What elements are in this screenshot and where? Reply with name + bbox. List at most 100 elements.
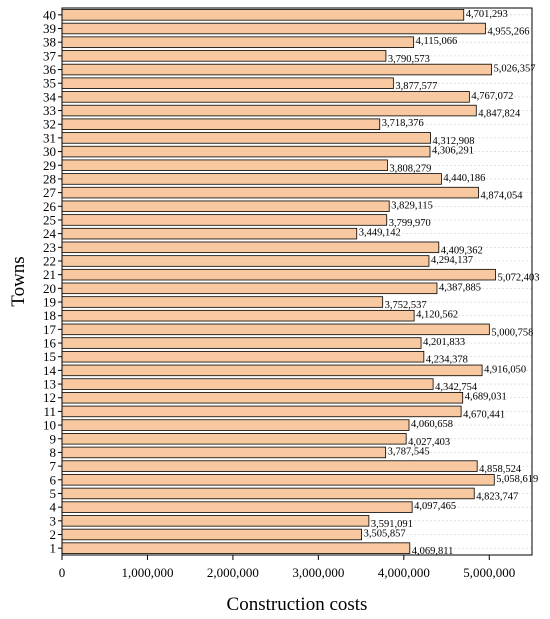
y-tick-label: 36 (43, 62, 57, 77)
bar-town-6 (61, 474, 495, 486)
y-tick-label: 5 (50, 486, 57, 501)
x-tick-label: 3,000,000 (292, 565, 344, 580)
bar-town-18 (61, 309, 415, 322)
y-tick-label: 9 (50, 431, 57, 446)
bar-town-37 (61, 50, 387, 62)
bar-town-25 (61, 214, 388, 226)
bar-town-15 (61, 350, 425, 363)
bar-town-36 (61, 63, 492, 76)
data-label-town-24: 3,449,142 (359, 228, 401, 239)
y-tick-label: 4 (50, 500, 57, 515)
data-label-town-16: 4,201,833 (423, 337, 465, 348)
y-tick-label: 7 (50, 459, 57, 474)
data-label-town-12: 4,689,031 (465, 392, 507, 403)
y-tick-label: 1 (50, 541, 57, 556)
y-tick-label: 6 (50, 472, 57, 487)
bar-town-11 (61, 405, 462, 418)
bar-town-32 (61, 118, 381, 130)
data-label-town-21: 5,072,403 (497, 273, 539, 284)
y-tick-label: 40 (43, 7, 56, 22)
bar-town-24 (61, 227, 358, 240)
y-tick-label: 39 (43, 21, 56, 36)
data-label-town-6: 5,058,619 (496, 474, 538, 485)
data-label-town-8: 3,787,545 (388, 446, 430, 457)
y-tick-label: 16 (43, 336, 57, 351)
y-tick-label: 21 (43, 267, 56, 282)
data-label-town-22: 4,294,137 (431, 255, 473, 266)
bar-town-30 (61, 145, 431, 158)
data-label-town-35: 3,877,577 (395, 81, 437, 92)
y-tick-label: 14 (43, 363, 57, 378)
y-tick-label: 27 (43, 185, 57, 200)
data-label-town-40: 4,701,293 (466, 9, 508, 20)
y-tick-label: 32 (43, 117, 56, 132)
y-tick-label: 29 (43, 158, 56, 173)
y-tick-label: 12 (43, 390, 56, 405)
bar-town-35 (61, 77, 394, 89)
y-tick-label: 2 (50, 527, 57, 542)
y-tick-label: 8 (50, 445, 57, 460)
x-tick-label: 0 (59, 565, 66, 580)
y-axis-ticks: 1234567891011121314151617181920212223242… (43, 7, 62, 556)
y-tick-label: 19 (43, 295, 56, 310)
data-label-town-14: 4,916,050 (484, 364, 526, 375)
data-label-town-23: 4,409,362 (441, 245, 483, 256)
bar-town-26 (61, 200, 390, 213)
bar-town-21 (61, 268, 496, 281)
y-tick-label: 22 (43, 253, 56, 268)
bar-town-33 (61, 104, 477, 117)
bar-town-2 (61, 528, 362, 541)
y-tick-label: 10 (43, 418, 56, 433)
data-label-town-33: 4,847,824 (478, 109, 521, 120)
bar-town-27 (61, 186, 479, 199)
y-tick-label: 28 (43, 171, 56, 186)
bar-town-28 (61, 173, 442, 185)
y-tick-label: 25 (43, 212, 56, 227)
data-label-town-39: 4,955,266 (487, 27, 529, 38)
bar-town-3 (61, 515, 370, 527)
data-label-town-18: 4,120,562 (416, 310, 458, 321)
bar-town-13 (61, 378, 434, 390)
data-label-town-25: 3,799,970 (389, 218, 431, 229)
data-label-town-3: 3,591,091 (371, 519, 413, 530)
x-tick-label: 4,000,000 (378, 565, 430, 580)
data-label-town-1: 4,069,811 (412, 546, 454, 557)
bar-town-10 (61, 419, 410, 431)
bar-town-31 (61, 132, 431, 144)
data-label-town-29: 3,808,279 (389, 163, 431, 174)
bar-town-23 (61, 241, 440, 254)
bar-town-40 (61, 9, 465, 21)
data-label-town-30: 4,306,291 (432, 146, 474, 157)
bar-town-9 (61, 433, 407, 445)
bar-town-1 (61, 542, 411, 554)
x-axis-title: Construction costs (227, 594, 368, 615)
y-tick-label: 26 (43, 199, 57, 214)
bar-town-16 (61, 337, 422, 349)
data-label-town-15: 4,234,378 (426, 355, 468, 366)
data-label-town-7: 4,858,524 (479, 464, 522, 475)
data-label-town-2: 3,505,857 (364, 528, 406, 539)
data-label-town-4: 4,097,465 (414, 501, 456, 512)
x-tick-label: 2,000,000 (207, 565, 259, 580)
y-tick-label: 18 (43, 308, 56, 323)
plot-frame (61, 7, 533, 556)
data-label-town-10: 4,060,658 (411, 419, 453, 430)
data-label-town-11: 4,670,441 (463, 409, 505, 420)
data-label-town-9: 4,027,403 (408, 437, 450, 448)
x-axis-ticks: 0 1,000,000 2,000,000 3,000,000 4,000,000 5,0… (59, 555, 515, 580)
data-label-town-28: 4,440,186 (443, 173, 485, 184)
x-tick-label: 5,000,000 (463, 565, 515, 580)
y-tick-label: 30 (43, 144, 56, 159)
x-tick-label: 1,000,000 (121, 565, 173, 580)
bar-town-39 (61, 22, 486, 35)
data-label-town-37: 3,790,573 (388, 54, 430, 65)
bar-town-29 (61, 159, 388, 171)
data-label-town-5: 4,823,747 (476, 491, 518, 502)
bar-town-14 (61, 364, 483, 377)
y-tick-label: 23 (43, 240, 56, 255)
data-label-town-38: 4,115,066 (416, 36, 458, 47)
bar-town-34 (61, 91, 470, 103)
bar-town-8 (61, 446, 387, 459)
y-axis-title: Towns (8, 256, 29, 306)
